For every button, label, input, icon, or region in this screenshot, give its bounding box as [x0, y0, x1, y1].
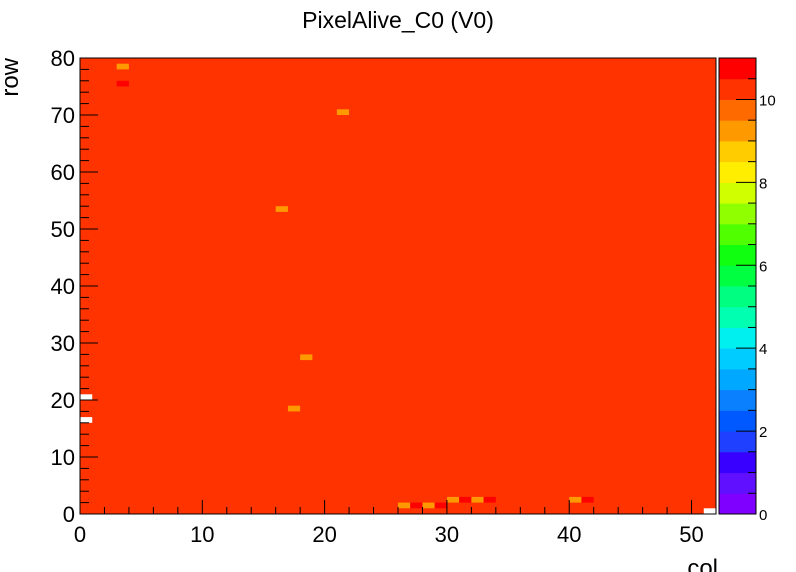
heatmap-cell — [300, 354, 313, 361]
heatmap-background — [80, 58, 716, 514]
colorbar-band — [719, 203, 756, 225]
x-axis: 0 10 20 30 40 50 — [74, 500, 717, 547]
colorbar-band — [719, 348, 756, 370]
y-tick-label: 20 — [51, 388, 75, 413]
heatmap-cell — [275, 206, 288, 212]
colorbar-band — [719, 58, 756, 80]
heatmap-cell — [459, 496, 472, 503]
colorbar-band — [719, 327, 756, 349]
x-tick-label: 50 — [679, 522, 703, 547]
y-tick-label: 40 — [51, 274, 75, 299]
heatmap-cell — [410, 502, 423, 509]
colorbar-band — [719, 78, 756, 100]
heatmap-cell — [80, 394, 93, 400]
colorbar-band — [719, 161, 756, 183]
colorbar-band — [719, 431, 756, 453]
heatmap-cell — [471, 496, 484, 503]
colorbar-band — [719, 472, 756, 494]
colorbar-band — [719, 286, 756, 308]
x-tick-label: 40 — [557, 522, 581, 547]
colorbar-band — [719, 223, 756, 246]
chart-title: PixelAlive_C0 (V0) — [302, 7, 494, 33]
plot-area — [79, 57, 717, 515]
colorbar-band — [719, 99, 756, 121]
colorbar-bands — [719, 58, 756, 515]
heatmap-cell — [287, 405, 301, 412]
y-tick-label: 50 — [51, 217, 75, 242]
heatmap-cell — [336, 109, 350, 115]
heatmap-cell — [569, 496, 582, 503]
heatmap-cell — [703, 508, 716, 514]
z-tick-label: 10 — [759, 92, 776, 109]
y-tick-label: 10 — [51, 445, 75, 470]
heatmap-cell — [116, 63, 129, 70]
y-axis-title: row — [0, 57, 24, 96]
z-tick-label: 6 — [759, 258, 767, 275]
heatmap-cells — [80, 63, 716, 514]
colorbar-band — [719, 389, 756, 411]
colorbar-band — [719, 451, 756, 474]
colorbar-band — [719, 493, 756, 515]
colorbar-band — [719, 244, 756, 266]
heatmap-cell — [422, 502, 435, 509]
x-tick-label: 10 — [190, 522, 214, 547]
colorbar-band — [719, 410, 756, 432]
x-tick-label: 20 — [312, 522, 336, 547]
z-tick-label: 4 — [759, 341, 767, 358]
heatmap-cell — [581, 496, 594, 503]
y-axis: 0 10 20 30 40 50 60 70 80 — [51, 46, 98, 527]
colorbar-band — [719, 140, 756, 163]
z-tick-label: 0 — [759, 507, 767, 524]
color-scale: 0 2 4 6 8 10 — [718, 57, 776, 524]
x-tick-label: 0 — [74, 522, 86, 547]
y-tick-label: 30 — [51, 331, 75, 356]
heatmap-cell — [483, 496, 496, 503]
colorbar-band — [719, 265, 756, 287]
y-tick-label: 60 — [51, 160, 75, 185]
y-tick-label: 70 — [51, 103, 75, 128]
z-tick-label: 2 — [759, 424, 767, 441]
x-tick-label: 30 — [435, 522, 459, 547]
z-axis: 0 2 4 6 8 10 — [736, 57, 776, 524]
colorbar-band — [719, 368, 756, 391]
heatmap-cell — [116, 80, 129, 87]
colorbar-band — [719, 306, 756, 328]
heatmap-cell — [446, 496, 460, 503]
colorbar-band — [719, 182, 756, 204]
heatmap-cell — [398, 502, 411, 509]
z-tick-label: 8 — [759, 175, 767, 192]
heatmap-cell — [434, 502, 447, 509]
y-tick-label: 80 — [51, 46, 75, 71]
colorbar-band — [719, 120, 756, 142]
y-tick-label: 0 — [63, 502, 75, 527]
x-axis-title: col — [687, 555, 718, 572]
heatmap-cell — [80, 417, 93, 423]
